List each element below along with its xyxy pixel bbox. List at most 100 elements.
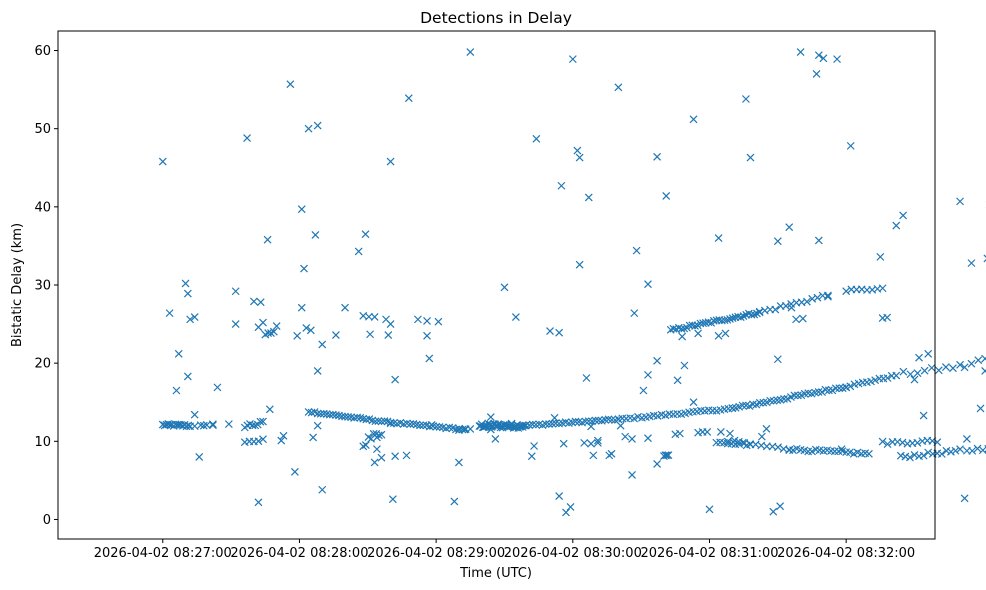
- detection-point: [755, 398, 764, 407]
- detection-point: [804, 447, 813, 456]
- detection-point: [304, 408, 313, 416]
- detection-point: [790, 391, 799, 400]
- detection-point: [910, 375, 919, 384]
- detection-point: [331, 411, 340, 419]
- detection-point: [419, 421, 428, 430]
- detection-point: [545, 420, 554, 428]
- x-tick-label: 2026-04-02 08:30:00: [504, 546, 642, 561]
- detection-point: [184, 421, 193, 430]
- detection-point: [256, 417, 265, 426]
- x-tick-label: 2026-04-02 08:27:00: [94, 546, 232, 561]
- detection-point: [813, 293, 822, 302]
- detection-point: [876, 252, 885, 261]
- detection-point: [721, 329, 730, 338]
- detection-point: [828, 386, 837, 395]
- detection-point: [771, 305, 780, 314]
- x-tick-label: 2026-04-02 08:31:00: [640, 546, 778, 561]
- detection-point: [559, 439, 568, 448]
- y-axis: 0 10 20 30 40 50 60: [34, 44, 58, 528]
- detection-point: [527, 452, 536, 461]
- detection-point: [924, 349, 933, 358]
- detection-point: [663, 451, 671, 460]
- detection-point: [824, 291, 832, 300]
- detection-point: [628, 435, 636, 443]
- detection-point: [318, 485, 327, 494]
- detection-point: [361, 230, 370, 239]
- y-axis-label: Bistatic Delay (km): [10, 223, 25, 347]
- detection-point: [362, 415, 371, 424]
- detection-point: [614, 83, 623, 92]
- detection-point: [335, 411, 343, 420]
- detection-point: [824, 292, 832, 301]
- y-tick-label: 60: [34, 44, 51, 59]
- detection-point: [842, 287, 851, 296]
- detection-point: [306, 326, 315, 335]
- detection-point: [723, 315, 732, 324]
- detection-point: [575, 260, 584, 269]
- detection-point: [835, 384, 844, 393]
- detection-point: [372, 445, 381, 454]
- detection-point: [372, 433, 381, 442]
- detection-point: [377, 430, 386, 439]
- detection-point: [910, 451, 919, 459]
- detection-point: [264, 329, 273, 337]
- detection-point: [976, 404, 985, 413]
- detection-point: [750, 310, 759, 319]
- detection-point: [486, 413, 495, 422]
- detection-point: [582, 374, 591, 382]
- detection-point: [259, 435, 267, 444]
- detection-point: [202, 421, 211, 430]
- detection-point: [630, 309, 639, 318]
- plot-area: [58, 31, 935, 539]
- detection-point: [406, 420, 415, 428]
- detection-point: [386, 157, 395, 166]
- detection-point: [208, 420, 217, 429]
- detection-point: [716, 428, 725, 436]
- detection-point: [316, 409, 325, 418]
- detection-point: [256, 298, 265, 307]
- detection-point: [531, 420, 540, 429]
- data-points: [158, 48, 986, 517]
- detection-point: [584, 417, 593, 426]
- detection-point: [814, 51, 823, 60]
- detection-point: [824, 386, 833, 395]
- detection-point: [384, 331, 393, 339]
- detection-point: [967, 359, 976, 368]
- detection-point: [773, 396, 782, 405]
- detection-point: [714, 234, 723, 243]
- detection-point: [183, 372, 192, 381]
- detection-point: [190, 410, 199, 419]
- detection-point: [416, 421, 424, 430]
- detection-point: [949, 364, 957, 373]
- detection-point: [776, 502, 785, 511]
- detection-point: [380, 417, 389, 425]
- detection-point: [213, 383, 222, 392]
- detection-point: [593, 436, 602, 445]
- detection-point: [370, 313, 379, 321]
- detection-point: [186, 315, 195, 324]
- detection-point: [973, 444, 982, 453]
- detection-point: [632, 246, 641, 255]
- detection-point: [694, 329, 703, 338]
- detection-point: [591, 416, 600, 425]
- detection-point: [680, 324, 689, 333]
- detection-point: [344, 413, 352, 421]
- detection-point: [269, 327, 278, 336]
- detection-point: [981, 367, 986, 375]
- detection-point: [309, 433, 318, 442]
- detection-point: [792, 315, 800, 324]
- detection-point: [728, 404, 737, 413]
- detection-point: [555, 328, 564, 337]
- detection-point: [920, 366, 929, 375]
- detection-point: [892, 371, 901, 380]
- detection-point: [254, 498, 263, 507]
- detection-point: [691, 322, 699, 330]
- detection-point: [587, 422, 595, 431]
- detection-point: [580, 438, 589, 447]
- detection-point: [981, 354, 986, 363]
- detection-point: [254, 437, 263, 446]
- detection-point: [224, 420, 233, 429]
- detection-point: [353, 413, 362, 422]
- detection-point: [243, 134, 251, 142]
